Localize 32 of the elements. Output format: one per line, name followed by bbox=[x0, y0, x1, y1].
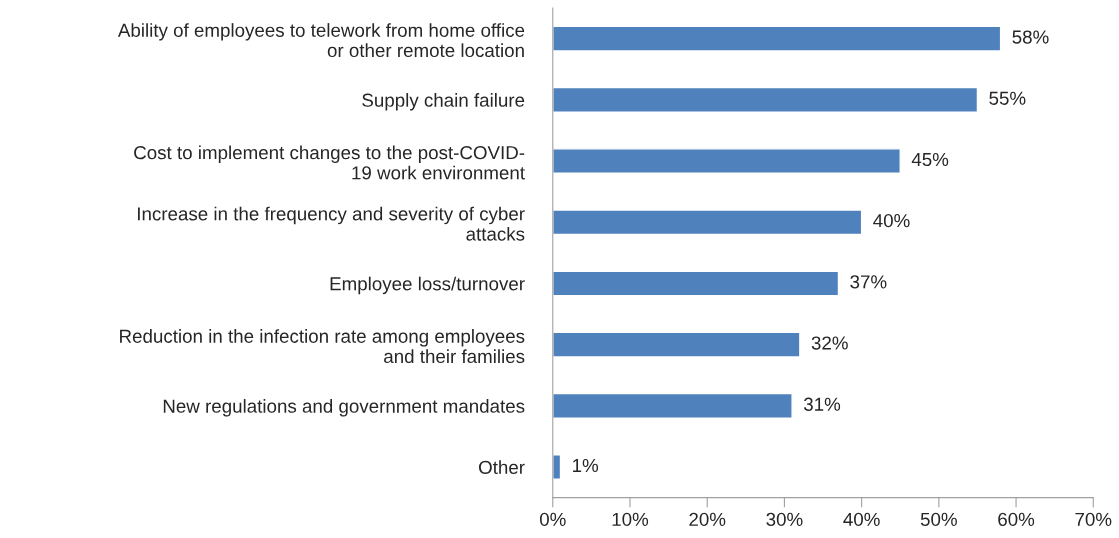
x-tick-label: 50% bbox=[920, 512, 957, 527]
bar bbox=[552, 209, 863, 236]
bar bbox=[552, 86, 979, 113]
y-tick-label: Reduction in the infection rate among employees and their families bbox=[120, 329, 525, 364]
y-tick-label: Cost to implement changes to the post-COVID- 19 work environment bbox=[134, 145, 525, 180]
x-tick-label: 0% bbox=[539, 512, 566, 527]
y-tick-label: New regulations and government mandates bbox=[163, 399, 525, 417]
y-tick-label: Employee loss/turnover bbox=[330, 276, 525, 295]
data-label: 55% bbox=[989, 91, 1026, 105]
y-tick-label: Ability of employees to telework from home office or other remote location bbox=[117, 23, 525, 58]
data-label: 1% bbox=[573, 458, 599, 473]
x-tick-label: 20% bbox=[689, 512, 726, 527]
x-tick-label: 70% bbox=[1075, 512, 1112, 527]
data-label: 58% bbox=[1012, 30, 1049, 44]
y-tick-label: Increase in the frequency and severity of cyber attacks bbox=[138, 206, 525, 241]
y-tick-label: Other bbox=[479, 460, 525, 475]
data-label: 32% bbox=[811, 336, 848, 350]
bar bbox=[552, 331, 801, 358]
data-label: 37% bbox=[850, 275, 887, 289]
bar bbox=[552, 392, 793, 419]
data-label: 31% bbox=[803, 397, 841, 411]
bar bbox=[552, 454, 562, 480]
data-label: 40% bbox=[873, 214, 910, 228]
data-label: 45% bbox=[911, 152, 949, 167]
x-tick-label: 40% bbox=[843, 512, 880, 527]
x-tick-label: 60% bbox=[998, 512, 1035, 527]
bar bbox=[552, 148, 901, 174]
x-tick-label: 30% bbox=[766, 512, 803, 527]
bar bbox=[552, 270, 840, 297]
y-tick-label: Supply chain failure bbox=[362, 93, 525, 111]
x-tick-label: 10% bbox=[612, 512, 649, 527]
bar bbox=[552, 25, 1002, 52]
